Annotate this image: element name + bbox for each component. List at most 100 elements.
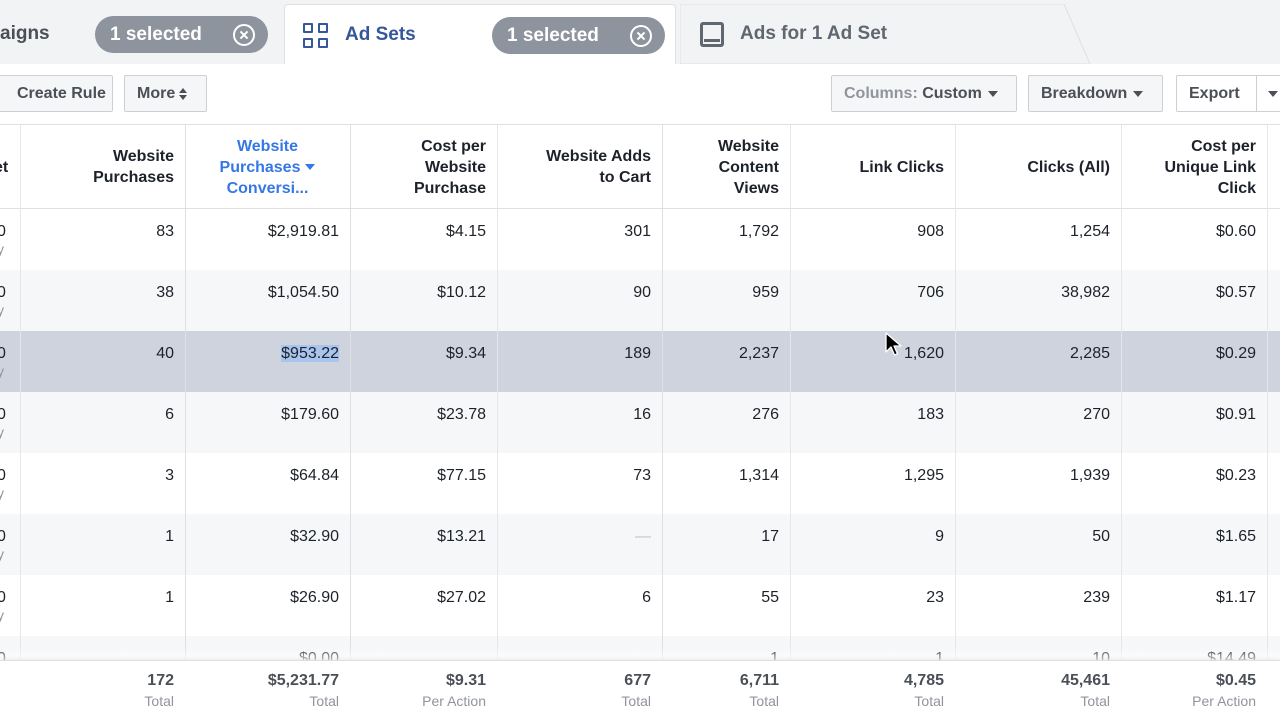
tab-campaigns[interactable]: aigns 1 selected: [0, 4, 283, 64]
table-cell[interactable]: $10.12: [437, 284, 486, 301]
table-cell[interactable]: $26.90: [290, 589, 339, 606]
table-cell[interactable]: 1: [165, 589, 174, 606]
column-header[interactable]: Cost per Website Purchase: [350, 125, 497, 209]
column-divider[interactable]: [662, 125, 663, 720]
table-cell[interactable]: 1,792: [738, 223, 779, 240]
table-cell[interactable]: $4.15: [445, 223, 486, 240]
total-value: 6,711: [739, 672, 779, 689]
column-header[interactable]: Cost per Unique Link Click: [1121, 125, 1267, 209]
table-cell[interactable]: $32.90: [290, 528, 339, 545]
table-row[interactable]: 0y 6 $179.60 $23.78 16 276 183 270 $0.91: [0, 392, 1280, 453]
column-header-stub[interactable]: et: [0, 125, 20, 209]
table-cell[interactable]: 55: [761, 589, 779, 606]
table-cell[interactable]: $0.29: [1215, 345, 1256, 362]
table-cell[interactable]: 1,254: [1069, 223, 1110, 240]
table-cell[interactable]: 38,982: [1061, 284, 1110, 301]
table-cell[interactable]: 2,237: [738, 345, 779, 362]
table-cell[interactable]: $0.23: [1215, 467, 1256, 484]
table-cell[interactable]: 189: [624, 345, 651, 362]
table-cell[interactable]: 1,939: [1069, 467, 1110, 484]
table-cell[interactable]: 6: [165, 406, 174, 423]
column-header[interactable]: Website Purchases Conversi...: [185, 125, 350, 209]
campaigns-selected-pill[interactable]: 1 selected: [95, 16, 268, 53]
table-cell[interactable]: —: [635, 528, 651, 545]
table-cell[interactable]: 90: [633, 284, 651, 301]
table-cell[interactable]: 2,285: [1069, 345, 1110, 362]
tab-ad-sets[interactable]: Ad Sets 1 selected: [284, 4, 676, 65]
table-cell[interactable]: $77.15: [437, 467, 486, 484]
table-cell[interactable]: 239: [1083, 589, 1110, 606]
export-menu-chevron-icon[interactable]: [1268, 91, 1278, 97]
table-cell[interactable]: $2,919.81: [267, 223, 339, 240]
table-cell[interactable]: 40: [156, 345, 174, 362]
table-cell[interactable]: $0.60: [1215, 223, 1256, 240]
tab-ads[interactable]: Ads for 1 Ad Set: [680, 4, 1090, 64]
column-divider[interactable]: [955, 125, 956, 720]
table-cell[interactable]: $64.84: [290, 467, 339, 484]
table-cell[interactable]: 50: [1092, 528, 1110, 545]
column-divider[interactable]: [790, 125, 791, 720]
clear-selection-icon[interactable]: [630, 25, 652, 47]
table-cell[interactable]: 183: [917, 406, 944, 423]
column-header[interactable]: Website Adds to Cart: [497, 125, 662, 209]
table-cell[interactable]: $23.78: [437, 406, 486, 423]
column-header[interactable]: Website Purchases: [20, 125, 185, 209]
toolbar: Create Rule More Columns: Custom Breakdo…: [0, 64, 1280, 124]
table-cell[interactable]: 1,295: [903, 467, 944, 484]
table-cell[interactable]: 276: [752, 406, 779, 423]
table-cell[interactable]: 3: [165, 467, 174, 484]
columns-dropdown[interactable]: Columns: Custom: [831, 75, 1017, 112]
table-cell[interactable]: 1,620: [903, 345, 944, 362]
table-cell[interactable]: 6: [642, 589, 651, 606]
table-cell[interactable]: $1.17: [1215, 589, 1256, 606]
table-cell[interactable]: 959: [752, 284, 779, 301]
table-cell[interactable]: 23: [926, 589, 944, 606]
table-cell[interactable]: 1,314: [738, 467, 779, 484]
table-cell[interactable]: 301: [624, 223, 651, 240]
table-cell[interactable]: $9.34: [445, 345, 486, 362]
more-label: More: [137, 85, 176, 102]
create-rule-button[interactable]: Create Rule: [0, 75, 113, 112]
table-cell[interactable]: $1.65: [1215, 528, 1256, 545]
table-cell[interactable]: 1: [165, 528, 174, 545]
column-header[interactable]: Clicks (All): [955, 125, 1121, 209]
table-cell[interactable]: $953.22: [185, 345, 350, 363]
adsets-selected-pill[interactable]: 1 selected: [492, 17, 665, 54]
column-header[interactable]: Link Clicks: [790, 125, 955, 209]
table-row[interactable]: 0y 3 $64.84 $77.15 73 1,314 1,295 1,939 $0.23: [0, 453, 1280, 514]
table-cell[interactable]: $179.60: [281, 406, 339, 423]
column-divider[interactable]: [1267, 125, 1268, 720]
column-header-line: Website: [424, 158, 486, 176]
table-cell[interactable]: 73: [633, 467, 651, 484]
column-divider[interactable]: [497, 125, 498, 720]
column-divider[interactable]: [350, 125, 351, 720]
table-cell[interactable]: $0.91: [1215, 406, 1256, 423]
table-cell[interactable]: 38: [156, 284, 174, 301]
table-cell[interactable]: $13.21: [437, 528, 486, 545]
column-divider[interactable]: [185, 125, 186, 720]
table-cell[interactable]: 83: [156, 223, 174, 240]
table-row[interactable]: 0y 40 $953.22 $9.34 189 2,237 1,620 2,285 $0.29: [0, 331, 1280, 392]
table-cell[interactable]: 706: [917, 284, 944, 301]
table-row[interactable]: 0y 1 $32.90 $13.21 — 17 9 50 $1.65: [0, 514, 1280, 575]
clear-selection-icon[interactable]: [233, 24, 255, 46]
column-header[interactable]: Website Content Views: [662, 125, 790, 209]
table-cell[interactable]: 9: [935, 528, 944, 545]
row-stub-subtext: y: [0, 546, 6, 562]
table-cell[interactable]: $27.02: [437, 589, 486, 606]
table-cell[interactable]: 17: [761, 528, 779, 545]
breakdown-dropdown[interactable]: Breakdown: [1028, 75, 1163, 112]
table-cell[interactable]: $1,054.50: [267, 284, 339, 301]
table-cell[interactable]: 16: [633, 406, 651, 423]
table-row[interactable]: 0y 83 $2,919.81 $4.15 301 1,792 908 1,254 $0.60: [0, 209, 1280, 270]
table-cell[interactable]: 908: [917, 223, 944, 240]
tab-ads-label: Ads for 1 Ad Set: [740, 23, 888, 44]
table-cell[interactable]: $0.57: [1215, 284, 1256, 301]
table-cell[interactable]: 270: [1083, 406, 1110, 423]
export-button[interactable]: Export: [1176, 75, 1280, 112]
column-divider[interactable]: [1121, 125, 1122, 720]
table-row[interactable]: 0y 38 $1,054.50 $10.12 90 959 706 38,982 $0.57: [0, 270, 1280, 331]
more-button[interactable]: More: [124, 75, 207, 112]
column-divider[interactable]: [20, 125, 21, 720]
table-row[interactable]: 0y 1 $26.90 $27.02 6 55 23 239 $1.17: [0, 575, 1280, 636]
